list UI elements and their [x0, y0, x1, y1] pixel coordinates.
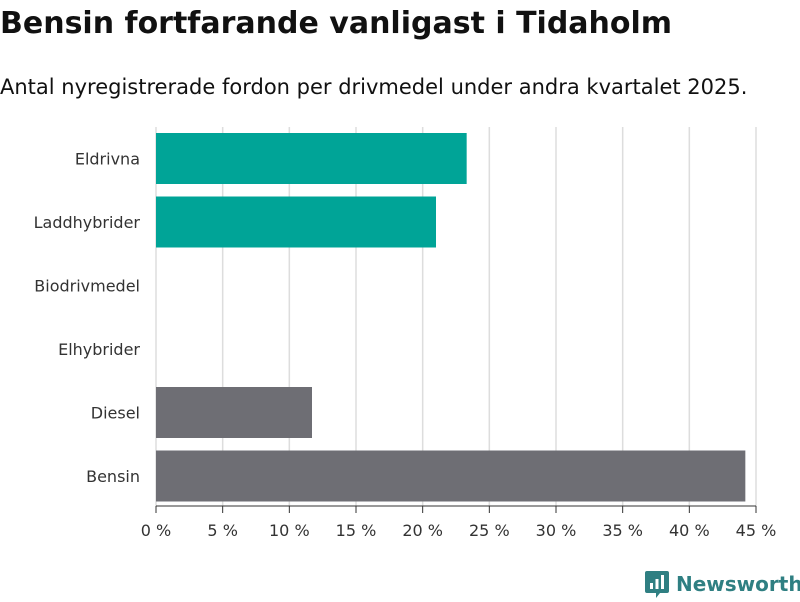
x-tick-label: 35 %	[602, 521, 643, 540]
page-subtitle: Antal nyregistrerade fordon per drivmede…	[0, 75, 748, 99]
x-tick-label: 5 %	[207, 521, 237, 540]
category-labels: Eldrivna Laddhybrider Biodrivmedel Elhybrid…	[34, 150, 141, 487]
brand-logo: Newsworthy	[644, 566, 800, 602]
x-tick-label: 20 %	[402, 521, 443, 540]
category-label: Diesel	[91, 404, 140, 423]
newsworthy-logo-icon	[645, 571, 669, 598]
brand-name: Newsworthy	[676, 572, 800, 596]
bar-diesel	[156, 387, 312, 438]
x-tick-label: 25 %	[469, 521, 510, 540]
x-tick-label: 40 %	[669, 521, 710, 540]
x-tick-label: 10 %	[269, 521, 310, 540]
gridlines	[155, 127, 757, 506]
bar-laddhybrider	[156, 196, 436, 248]
x-axis: 0 % 5 % 10 % 15 % 20 % 25 % 30 % 35 % 40 % 45 %	[141, 505, 777, 540]
category-label: Elhybrider	[58, 340, 140, 359]
bar-bensin	[156, 450, 746, 502]
category-label: Biodrivmedel	[34, 277, 140, 296]
page-title: Bensin fortfarande vanligast i Tidaholm	[0, 6, 673, 41]
category-label: Laddhybrider	[34, 213, 141, 232]
bars	[156, 133, 746, 502]
x-tick-label: 15 %	[336, 521, 377, 540]
x-tick-label: 30 %	[536, 521, 577, 540]
x-tick-label: 0 %	[141, 521, 171, 540]
x-tick-label: 45 %	[736, 521, 777, 540]
category-label: Eldrivna	[75, 150, 140, 169]
bar-eldrivna	[156, 133, 467, 184]
category-label: Bensin	[86, 467, 140, 486]
